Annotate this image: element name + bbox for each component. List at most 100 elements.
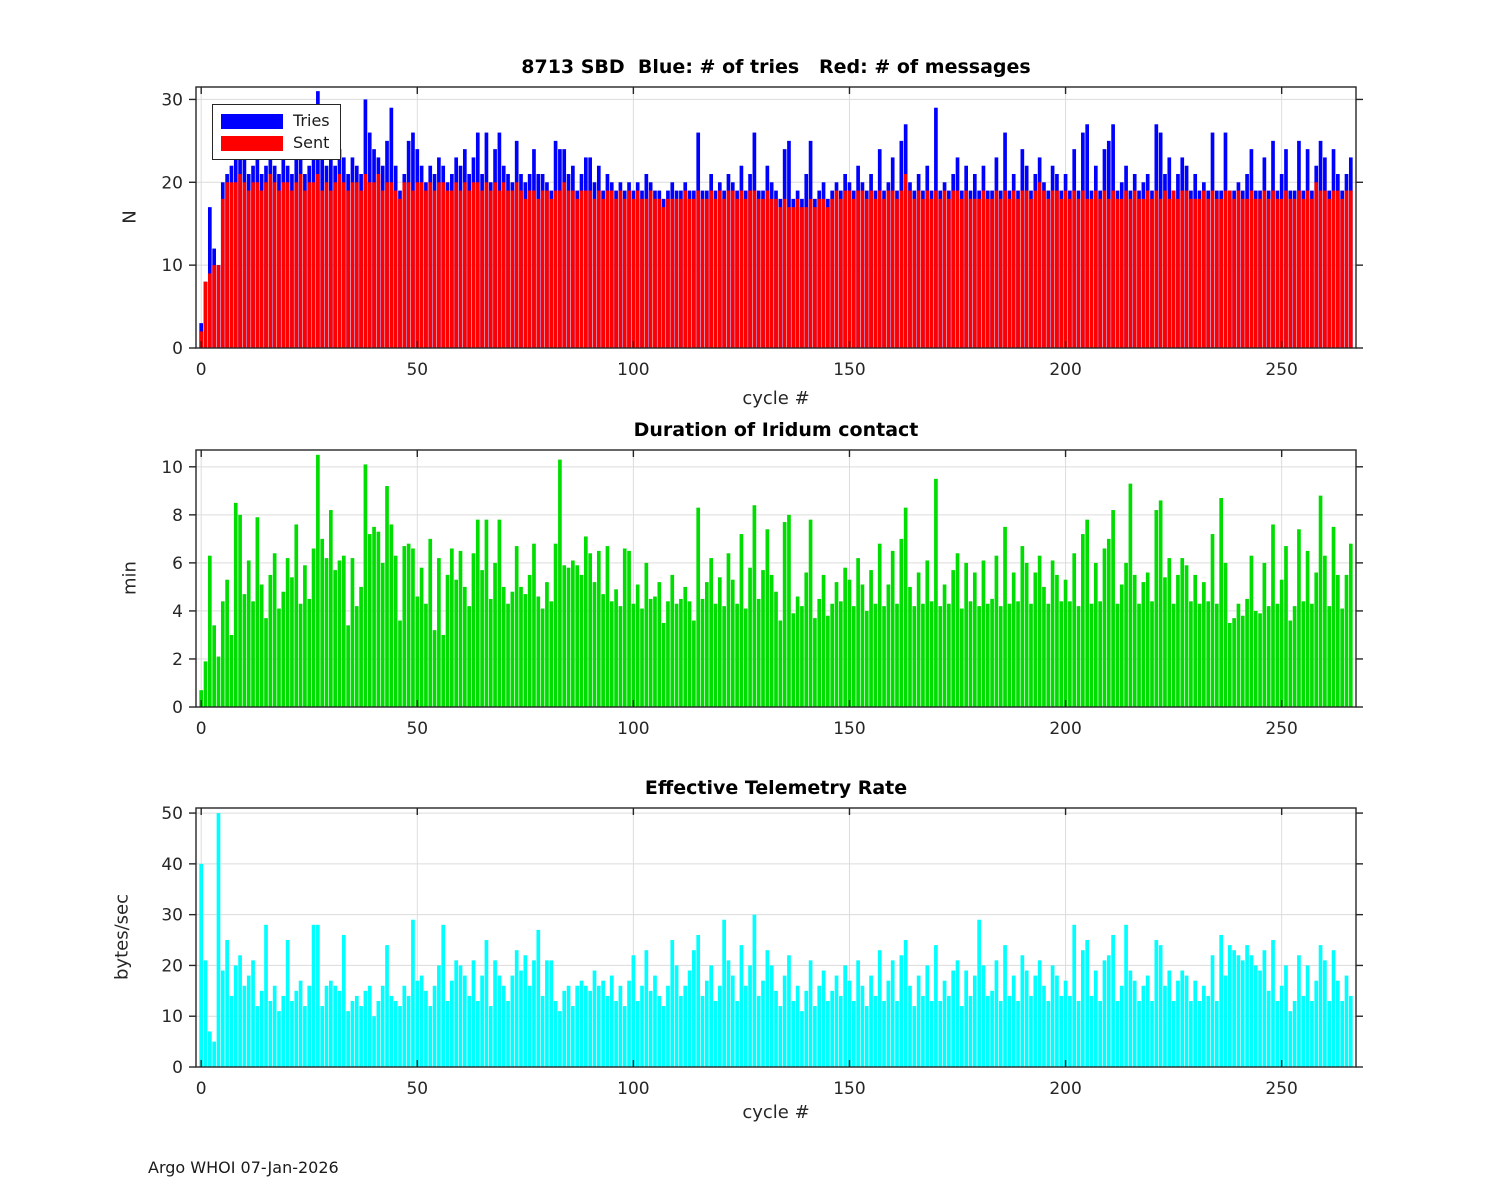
bar-duration xyxy=(998,606,1003,707)
bar-duration xyxy=(467,606,471,707)
bar-duration xyxy=(406,543,411,707)
bar-rate xyxy=(890,960,895,1067)
bar-duration xyxy=(471,553,476,707)
bar-sent xyxy=(506,190,510,348)
bar-rate xyxy=(1063,980,1068,1067)
bar-sent xyxy=(1266,198,1271,348)
bar-rate xyxy=(1068,995,1072,1067)
bar-duration xyxy=(259,584,264,707)
bar-sent xyxy=(709,190,714,348)
x-tick-label: 200 xyxy=(1049,719,1081,739)
bar-sent xyxy=(484,182,489,348)
bar-rate xyxy=(1253,965,1258,1067)
bar-rate xyxy=(1106,955,1111,1067)
bar-rate xyxy=(255,1006,260,1067)
bar-sent xyxy=(225,182,229,348)
bar-duration xyxy=(290,577,294,707)
bar-sent xyxy=(726,190,731,348)
bar-duration xyxy=(562,565,567,707)
bar-sent xyxy=(903,174,908,348)
bar-rate xyxy=(1020,955,1025,1067)
bar-sent xyxy=(1189,198,1193,348)
bar-rate xyxy=(912,1006,917,1067)
bar-rate xyxy=(1167,970,1172,1067)
bar-sent xyxy=(324,182,329,348)
bar-sent xyxy=(462,182,467,348)
bar-duration xyxy=(445,574,450,707)
bar-sent xyxy=(934,190,938,348)
bar-rate xyxy=(350,1000,355,1067)
bar-duration xyxy=(1292,606,1297,707)
bar-sent xyxy=(717,190,722,348)
bar-duration xyxy=(947,603,951,707)
bar-duration xyxy=(860,584,865,707)
bar-sent xyxy=(277,190,281,348)
bar-sent xyxy=(722,198,726,348)
bar-duration xyxy=(1279,579,1284,707)
bar-rate xyxy=(1180,970,1185,1067)
legend-label-tries: Tries xyxy=(293,111,330,130)
bar-duration xyxy=(424,603,428,707)
bar-rate xyxy=(372,1016,376,1067)
bar-rate xyxy=(324,985,329,1067)
bar-sent xyxy=(925,190,930,348)
bar-rate xyxy=(402,985,407,1067)
bar-rate xyxy=(1314,980,1319,1067)
bar-rate xyxy=(1214,1000,1219,1067)
bar-duration xyxy=(203,661,208,707)
bar-duration xyxy=(1189,601,1193,707)
bar-sent xyxy=(1284,190,1288,348)
bar-rate xyxy=(730,975,735,1067)
x-tick-label: 50 xyxy=(406,1079,428,1099)
bar-sent xyxy=(493,182,497,348)
bar-rate xyxy=(1163,985,1167,1067)
bar-rate xyxy=(951,970,956,1067)
bar-rate xyxy=(873,995,878,1067)
bar-duration xyxy=(1016,601,1020,707)
bar-sent xyxy=(804,207,809,348)
bar-rate xyxy=(968,995,973,1067)
bar-duration xyxy=(1202,582,1206,707)
bar-sent xyxy=(341,182,346,348)
bar-sent xyxy=(1089,198,1094,348)
bar-duration xyxy=(864,610,869,707)
bar-rate xyxy=(834,975,839,1067)
bar-sent xyxy=(916,190,921,348)
bar-duration xyxy=(329,510,333,707)
bar-duration xyxy=(1154,510,1159,707)
bar-sent xyxy=(1081,190,1085,348)
bar-sent xyxy=(882,198,886,348)
bar-duration xyxy=(411,548,415,707)
bar-duration xyxy=(1037,555,1042,707)
bar-sent xyxy=(1202,190,1206,348)
bar-sent xyxy=(454,182,459,348)
bar-sent xyxy=(942,190,947,348)
bar-rate xyxy=(1003,945,1007,1067)
bar-duration xyxy=(419,567,424,707)
bar-duration xyxy=(506,603,510,707)
bar-sent xyxy=(1145,190,1150,348)
bar-sent xyxy=(467,190,471,348)
bar-rate xyxy=(994,960,999,1067)
bar-duration xyxy=(1301,601,1306,707)
bar-sent xyxy=(583,190,588,348)
chart1-title: 8713 SBD Blue: # of tries Red: # of mess… xyxy=(521,56,1031,78)
bar-duration xyxy=(272,553,277,707)
bar-rate xyxy=(908,985,912,1067)
bar-duration xyxy=(268,574,273,707)
bar-duration xyxy=(1305,550,1310,707)
bar-duration xyxy=(1344,574,1349,707)
bar-rate xyxy=(1331,950,1336,1067)
bar-duration xyxy=(1007,603,1012,707)
bar-rate xyxy=(877,950,882,1067)
bar-sent xyxy=(207,273,212,348)
y-tick-label: 10 xyxy=(161,458,183,478)
bar-duration xyxy=(437,558,441,707)
bar-sent xyxy=(441,182,446,348)
bar-sent xyxy=(618,190,623,348)
bar-rate xyxy=(376,1000,381,1067)
bar-sent xyxy=(437,182,441,348)
bar-duration xyxy=(955,553,960,707)
bar-rate xyxy=(666,985,670,1067)
bar-sent xyxy=(337,174,342,348)
